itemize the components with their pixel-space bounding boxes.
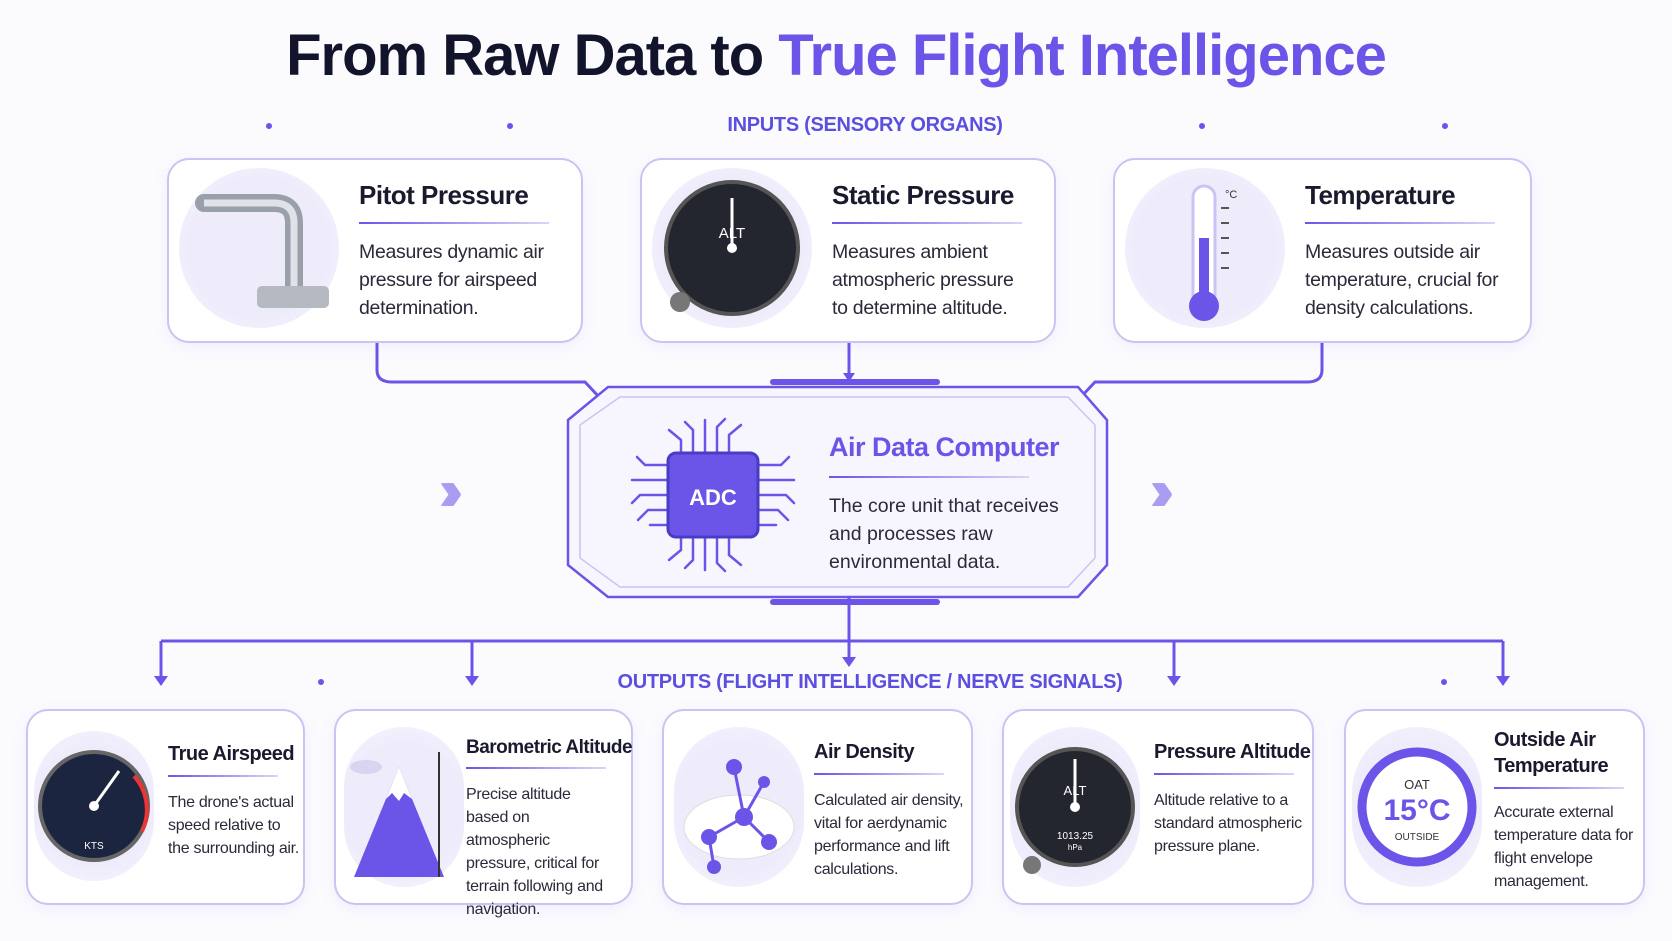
divider (168, 775, 278, 777)
card-title: True Airspeed (168, 743, 295, 765)
molecule-cloud-icon (674, 727, 804, 887)
output-card-air-density: Air Density Calculated air density, vita… (662, 709, 973, 905)
mountain-icon (344, 727, 464, 887)
divider (832, 222, 1022, 224)
divider (1305, 222, 1495, 224)
chip-label: ADC (689, 485, 737, 510)
oat-ring-icon: OAT 15°C OUTSIDE (1352, 727, 1482, 887)
card-title: Temperature (1305, 180, 1456, 210)
decor-dot (1199, 123, 1205, 129)
card-title: Barometric Altitude (466, 737, 633, 758)
card-desc: Precise altitude based on atmospheric pr… (466, 786, 603, 918)
gauge-unit: hPa (1068, 843, 1083, 852)
outputs-label: OUTPUTS (FLIGHT INTELLIGENCE / NERVE SIG… (617, 671, 1123, 693)
output-card-true-airspeed: KTS True Airspeed The drone's actual spe… (26, 709, 305, 905)
card-desc: Measures ambient atmospheric pressure to… (832, 241, 1014, 319)
input-card-temperature: °C Temperature Measures outside air temp… (1113, 158, 1532, 343)
decor-dot (1442, 123, 1448, 129)
card-title: Air Density (814, 741, 915, 763)
chip-icon: ADC (630, 417, 796, 573)
pitot-tube-icon (179, 168, 339, 328)
input-card-static: ALT Static Pressure Measures ambient atm… (640, 158, 1056, 343)
divider (359, 222, 549, 224)
card-title: Static Pressure (832, 180, 1014, 210)
divider (466, 767, 606, 769)
decor-dot (318, 679, 324, 685)
card-desc: Altitude relative to a standard atmosphe… (1154, 792, 1302, 855)
oat-outside-label: OUTSIDE (1395, 832, 1440, 843)
oat-label: OAT (1404, 777, 1430, 792)
decor-dot (507, 123, 513, 129)
card-title: Outside Air Temperature (1494, 729, 1609, 777)
altimeter-gauge-icon: ALT (652, 168, 812, 328)
divider (829, 476, 1029, 478)
card-desc: Measures dynamic air pressure for airspe… (359, 241, 544, 319)
adc-desc: The core unit that receives and processe… (829, 495, 1059, 573)
gauge-unit: KTS (84, 841, 104, 852)
divider (1154, 773, 1294, 775)
output-card-barometric-altitude: Barometric Altitude Precise altitude bas… (334, 709, 633, 918)
inputs-label: INPUTS (SENSORY ORGANS) (727, 114, 1003, 136)
decor-dot (1441, 679, 1447, 685)
card-title: Pressure Altitude (1154, 741, 1311, 763)
unit-label: °C (1225, 189, 1237, 201)
title-accent: True Flight Intelligence (778, 23, 1387, 88)
oat-value: 15°C (1383, 794, 1450, 827)
card-desc: Accurate external temperature data for f… (1494, 804, 1633, 890)
gauge-value: 1013.25 (1057, 831, 1094, 842)
output-card-outside-air-temperature: OAT 15°C OUTSIDE Outside Air Temperature A… (1344, 709, 1645, 905)
airspeed-gauge-icon: KTS (34, 731, 154, 881)
page-title: From Raw Data to True Flight Intelligenc… (0, 22, 1672, 89)
input-card-pitot: Pitot Pressure Measures dynamic air pres… (167, 158, 583, 343)
decor-dot (266, 123, 272, 129)
card-desc: The drone's actual speed relative to the… (168, 794, 299, 857)
adc-title: Air Data Computer (829, 432, 1060, 462)
card-desc: Calculated air density, vital for aerdyn… (814, 792, 964, 878)
divider (1494, 787, 1624, 789)
thermometer-icon: °C (1125, 168, 1285, 328)
title-part1: From Raw Data to (286, 23, 779, 88)
card-title: Pitot Pressure (359, 180, 529, 210)
card-desc: Measures outside air temperature, crucia… (1305, 241, 1499, 319)
divider (814, 773, 944, 775)
